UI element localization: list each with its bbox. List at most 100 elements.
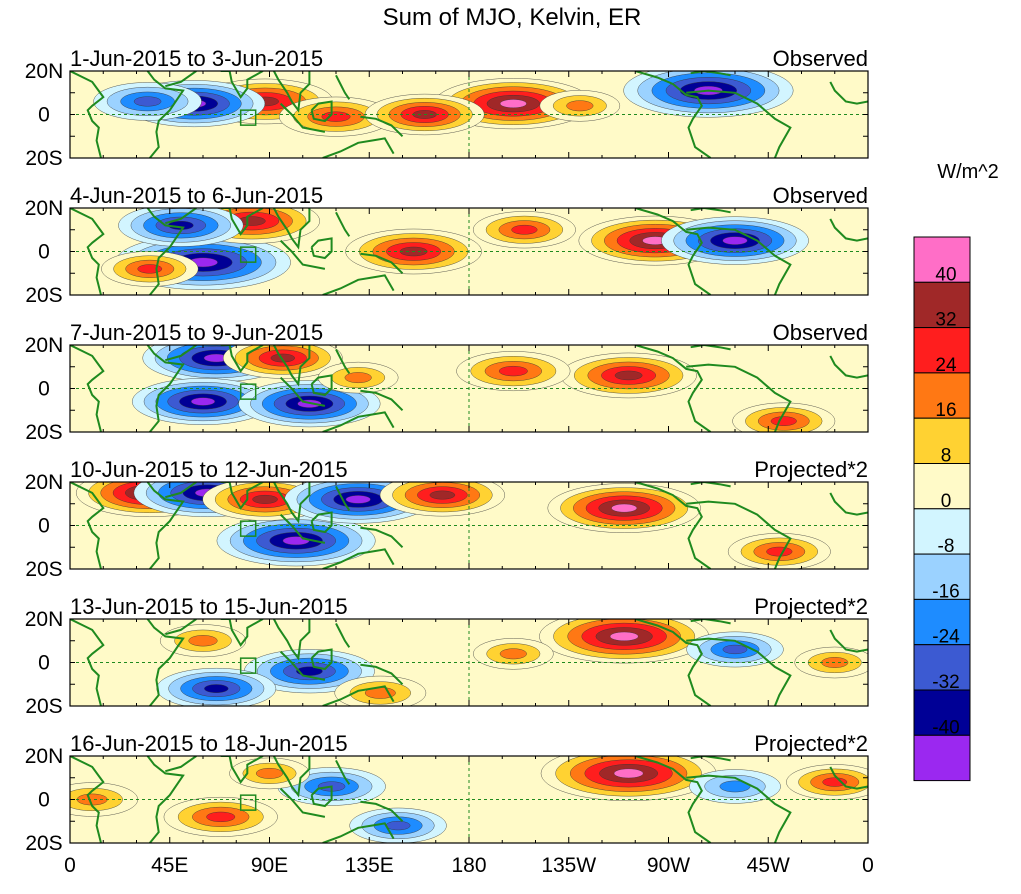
anomaly-2-contour-5 xyxy=(296,666,323,676)
coastline-8 xyxy=(335,759,351,785)
x-tick-label: 135E xyxy=(345,854,394,877)
panel-kind-label: Projected*2 xyxy=(754,457,868,482)
y-tick-label: 20S xyxy=(25,284,62,307)
coastline-6 xyxy=(279,239,326,270)
panel-date-range: 4-Jun-2015 to 6-Jun-2015 xyxy=(70,183,323,208)
panel-date-range: 7-Jun-2015 to 9-Jun-2015 xyxy=(70,320,323,345)
colorbar-swatch xyxy=(913,598,971,646)
y-tick-label: 20S xyxy=(25,695,62,718)
colorbar-swatch xyxy=(913,508,971,555)
colorbar-swatch xyxy=(913,236,971,283)
coastline-9 xyxy=(360,663,404,686)
colorbar-swatch xyxy=(913,689,971,736)
y-tick-label: 0 xyxy=(38,104,50,127)
panel-ticks xyxy=(69,481,869,570)
coastline-8 xyxy=(335,211,351,237)
coastline-12 xyxy=(686,637,792,706)
anomaly-field xyxy=(70,208,868,295)
panel-4: 20N 0 20S 10-Jun-2015 to 12-Jun-2015 Project… xyxy=(25,457,869,581)
anomaly-7-contour-3 xyxy=(719,780,751,793)
anomaly-5-contour-4 xyxy=(511,224,538,235)
reference-box xyxy=(239,383,257,400)
x-tick-label: 0 xyxy=(862,854,874,877)
coastline-11 xyxy=(635,756,712,843)
anomaly-6-contour-4 xyxy=(498,366,528,377)
coastline-7 xyxy=(310,100,333,123)
anomaly-3-contour-5 xyxy=(204,684,229,693)
y-tick-label: 0 xyxy=(38,652,50,675)
anomaly-8-contour-3 xyxy=(566,100,594,112)
coastline-10 xyxy=(322,411,395,432)
coastline-12 xyxy=(686,89,792,158)
y-tick-label: 20N xyxy=(25,745,64,768)
coastline-10 xyxy=(322,548,395,569)
coastline-5 xyxy=(273,345,311,387)
anomaly-3-contour-6 xyxy=(282,536,310,546)
reference-box xyxy=(239,109,257,126)
coastline-13 xyxy=(690,71,731,77)
anomaly-field xyxy=(70,619,868,706)
anomaly-4-contour-5 xyxy=(252,494,278,504)
coastline-12 xyxy=(686,226,792,295)
anomaly-5-contour-6 xyxy=(345,495,371,504)
coastlines xyxy=(70,208,868,295)
coastlines xyxy=(70,619,868,706)
colorbar-tick-label: 24 xyxy=(935,355,957,376)
anomaly-8-contour-4 xyxy=(766,546,793,557)
y-tick-label: 20N xyxy=(25,60,64,83)
panel-1: 20N 0 20S 1-Jun-2015 to 3-Jun-2015 Observed xyxy=(25,46,869,170)
panel-5: 20N 0 20S 13-Jun-2015 to 15-Jun-2015 Project… xyxy=(25,594,869,718)
coastline-13 xyxy=(690,482,731,488)
x-tick-label: 0 xyxy=(64,854,76,877)
anomaly-4-contour-5 xyxy=(270,353,295,363)
coastline-3 xyxy=(165,208,197,225)
anomaly-1-contour-6 xyxy=(499,99,527,109)
coastline-4 xyxy=(220,756,264,784)
coastline-3 xyxy=(165,71,197,88)
colorbar-tick-label: -16 xyxy=(932,581,959,602)
y-tick-label: 20N xyxy=(25,197,64,220)
reference-box xyxy=(239,794,257,811)
x-axis: 0 45E 90E 135E 180 135W 90W 45W 0 xyxy=(64,854,874,877)
coastline-5 xyxy=(273,208,311,250)
coastlines xyxy=(70,345,868,432)
anomaly-6-contour-6 xyxy=(722,236,748,245)
colorbar-tick-label: -40 xyxy=(932,717,959,738)
coastline-10 xyxy=(322,137,395,158)
coastline-1 xyxy=(70,619,105,706)
coastline-7 xyxy=(310,511,333,534)
anomaly-4-contour-3 xyxy=(188,635,218,647)
coastlines xyxy=(70,71,868,158)
coastline-14 xyxy=(829,81,868,105)
coastline-6 xyxy=(279,376,326,407)
coastline-13 xyxy=(690,619,731,625)
coastline-7 xyxy=(310,785,333,808)
anomaly-7-contour-4 xyxy=(133,96,162,107)
panel-2: 20N 0 20S 4-Jun-2015 to 6-Jun-2015 Observed xyxy=(25,183,869,307)
coastline-3 xyxy=(165,619,197,636)
coastline-1 xyxy=(70,482,105,569)
coastline-9 xyxy=(360,526,404,549)
coastline-13 xyxy=(690,208,731,214)
coastline-11 xyxy=(635,345,712,432)
coastline-1 xyxy=(70,71,105,158)
coastline-11 xyxy=(635,208,712,295)
anomaly-2-contour-4 xyxy=(206,811,236,823)
coastline-9 xyxy=(360,800,404,823)
panel-6: 20N 0 20S 16-Jun-2015 to 18-Jun-2015 Project… xyxy=(25,731,869,855)
anomaly-2-contour-6 xyxy=(190,397,215,406)
figure-title: Sum of MJO, Kelvin, ER xyxy=(383,4,642,31)
coastline-3 xyxy=(165,345,197,362)
anomaly-7-contour-3 xyxy=(499,648,527,660)
panel-ticks xyxy=(69,70,869,159)
coastline-1 xyxy=(70,208,105,295)
coastline-8 xyxy=(335,622,351,648)
anomaly-8-contour-4 xyxy=(137,264,163,274)
panel-kind-label: Projected*2 xyxy=(754,731,868,756)
panel-3: 20N 0 20S 7-Jun-2015 to 9-Jun-2015 Observed xyxy=(25,320,869,444)
anomaly-field xyxy=(70,756,868,843)
x-tick-label: 90W xyxy=(647,854,690,877)
anomaly-6-contour-5 xyxy=(429,490,456,500)
panel-ticks xyxy=(69,618,869,707)
anomaly-6-contour-4 xyxy=(722,644,748,655)
